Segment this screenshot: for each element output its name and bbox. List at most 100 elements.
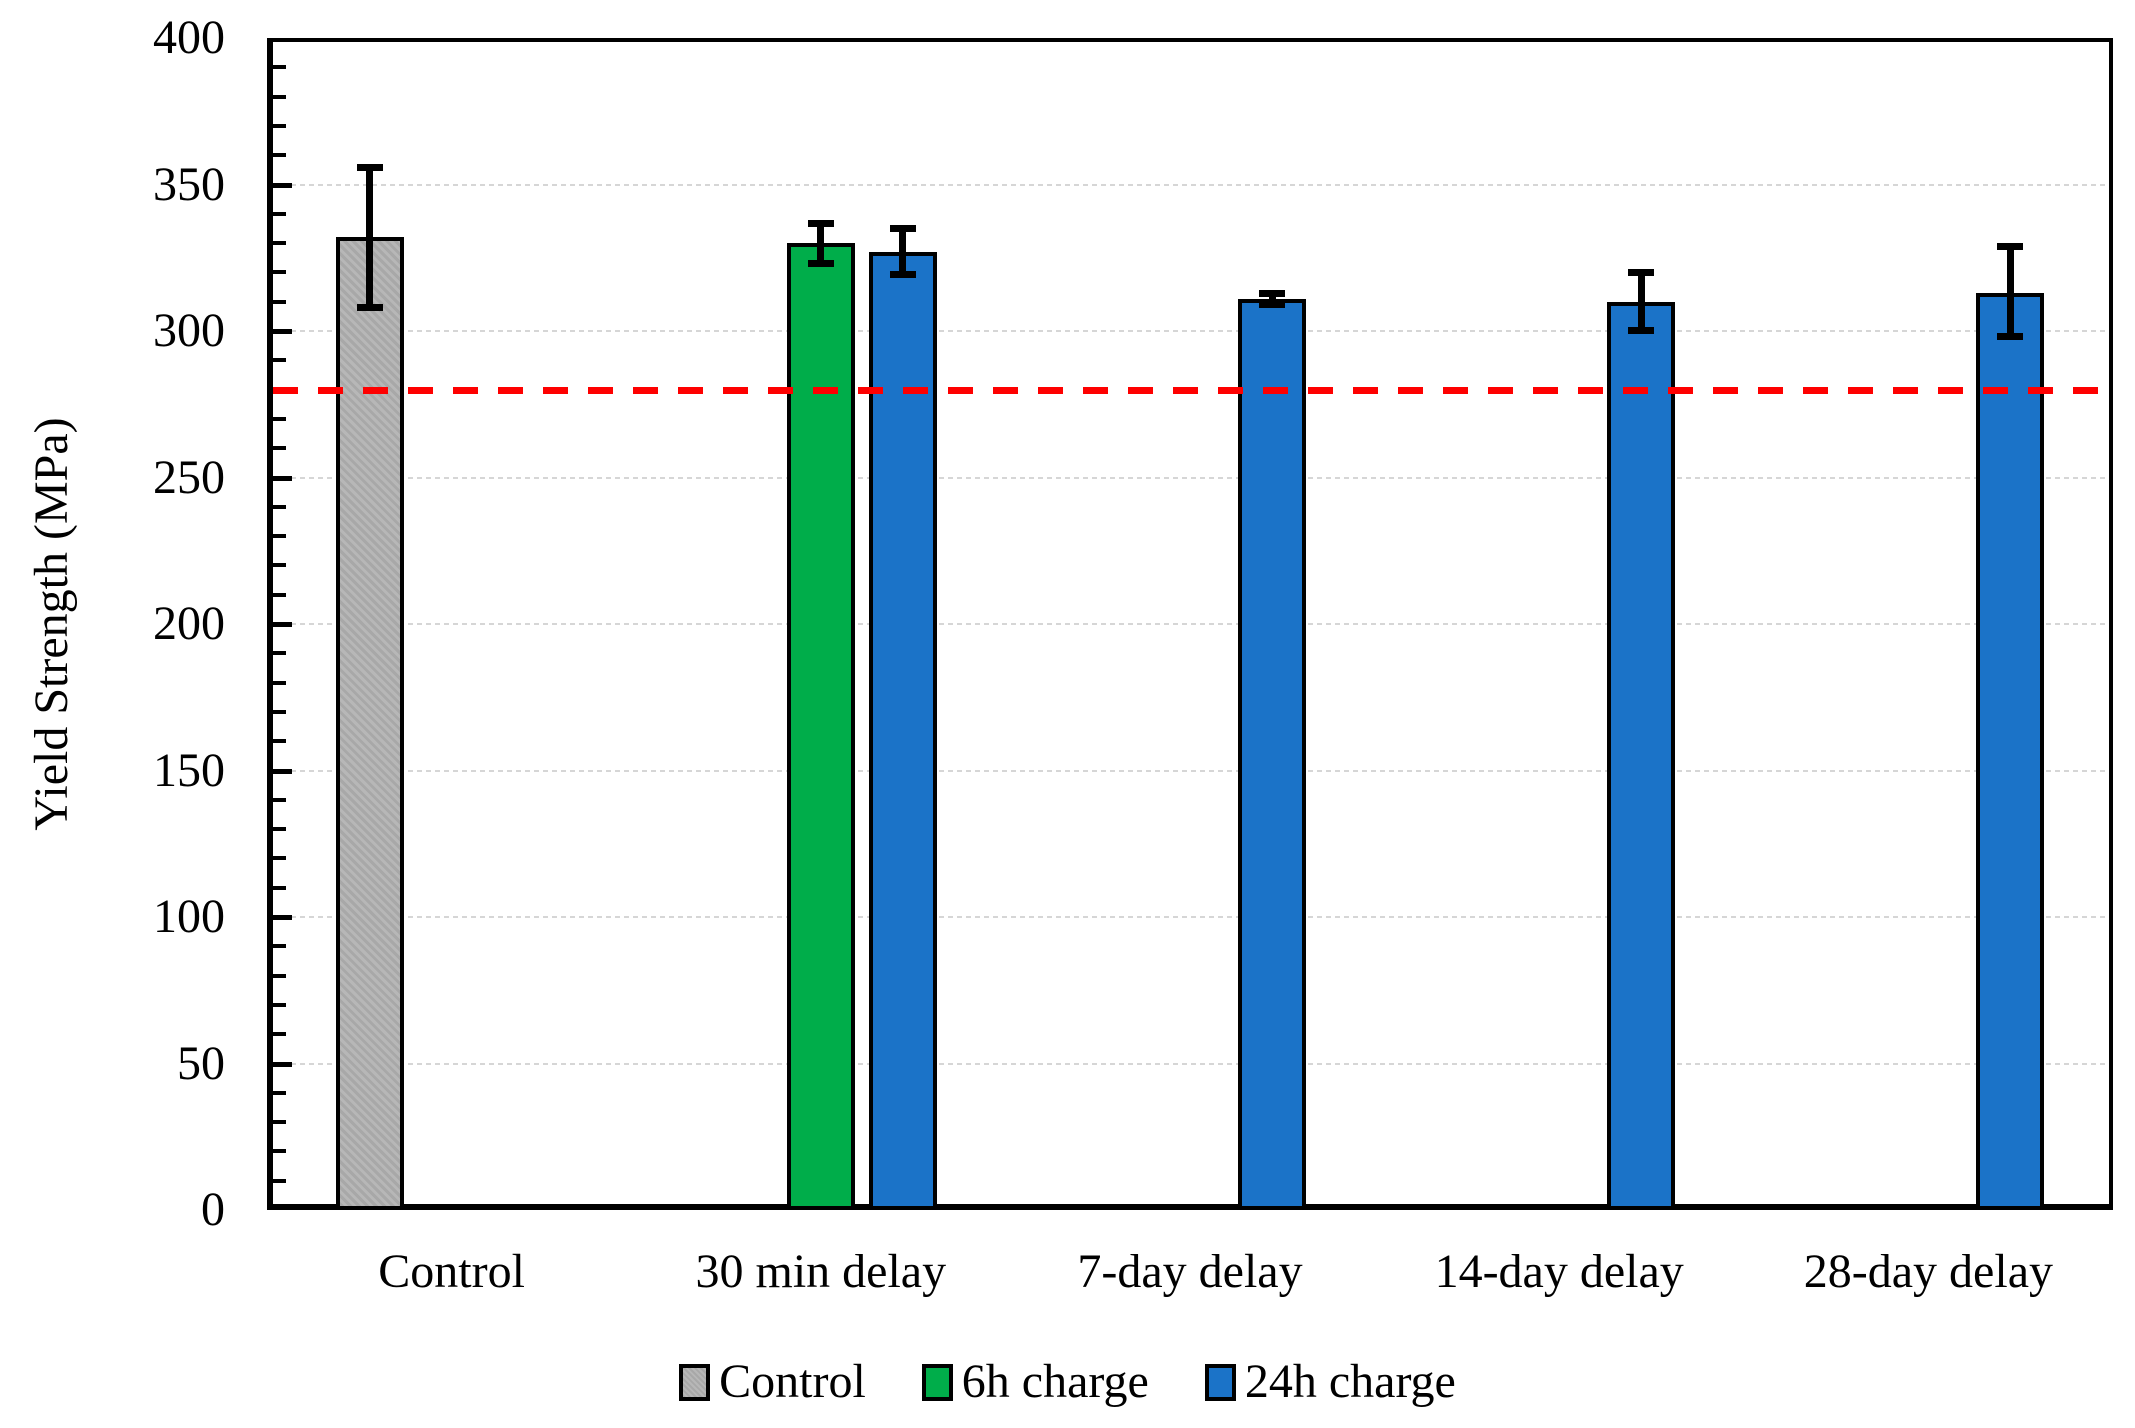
y-minor-tick-230 (273, 534, 286, 539)
gridline-250 (273, 476, 2109, 479)
y-minor-tick-310 (273, 299, 286, 304)
y-axis-line (267, 38, 273, 1210)
error-bar-cap-top-14-day-delay-24h-charge (1628, 269, 1655, 277)
y-tick-label-350: 350 (153, 157, 225, 211)
y-minor-tick-130 (273, 827, 286, 832)
error-bar-cap-bottom-30-min-delay-24h-charge (889, 271, 916, 279)
gridline-200 (273, 623, 2109, 625)
bar-24h-charge-7-day-delay (1238, 299, 1306, 1210)
y-minor-tick-190 (273, 651, 286, 656)
x-category-label-28-day-delay: 28-day delay (1803, 1245, 2053, 1298)
x-axis-line (267, 1204, 2113, 1210)
y-minor-tick-210 (273, 592, 286, 597)
error-bar-line-7-day-delay-24h-charge (1268, 292, 1276, 305)
y-tick-label-200: 200 (153, 597, 225, 650)
error-bar-line-30-min-delay-6h-charge (817, 222, 825, 264)
error-bar-cap-bottom-7-day-delay-24h-charge (1259, 300, 1285, 308)
error-bar-line-28-day-delay-24h-charge (2006, 246, 2014, 337)
y-tick-label-150: 150 (153, 743, 225, 797)
legend-label-24h-charge: 24h charge (1244, 1355, 1456, 1408)
x-category-label-30-min-delay: 30 min delay (695, 1245, 947, 1298)
gridline-100 (273, 916, 2109, 918)
y-minor-tick-140 (273, 797, 286, 802)
error-bar-cap-bottom-14-day-delay-24h-charge (1628, 327, 1655, 334)
bar-24h-charge-28-day-delay (1976, 293, 2045, 1210)
y-minor-tick-110 (273, 885, 286, 890)
gridline-150 (273, 769, 2109, 772)
error-bar-cap-top-control-control (356, 163, 383, 171)
reference-line (273, 386, 2109, 394)
plot-border-top (267, 38, 2113, 42)
y-minor-tick-260 (273, 446, 286, 451)
y-minor-tick-270 (273, 416, 286, 421)
error-bar-line-30-min-delay-24h-charge (899, 228, 907, 276)
gridline-300 (273, 330, 2109, 332)
x-category-label-7-day-delay: 7-day delay (1077, 1245, 1303, 1298)
y-minor-tick-340 (273, 211, 286, 216)
gridline-50 (273, 1062, 2109, 1065)
y-minor-tick-380 (273, 94, 286, 99)
legend-swatch-6h-charge (921, 1363, 953, 1401)
error-bar-cap-bottom-28-day-delay-24h-charge (1997, 332, 2024, 340)
y-minor-tick-330 (273, 241, 286, 246)
y-minor-tick-390 (273, 65, 286, 70)
y-minor-tick-240 (273, 504, 286, 509)
legend-swatch-24h-charge (1204, 1363, 1236, 1401)
error-bar-cap-bottom-control-control (356, 303, 383, 311)
y-minor-tick-180 (273, 680, 286, 685)
y-minor-tick-20 (273, 1149, 286, 1154)
y-minor-tick-290 (273, 358, 286, 363)
plot-area (267, 38, 2113, 1210)
legend: Control 6h charge 24h charge (0, 1350, 2135, 1414)
y-major-tick-350 (273, 182, 292, 188)
y-major-tick-200 (273, 622, 292, 627)
bar-control-control (335, 237, 404, 1210)
y-tick-label-50: 50 (177, 1036, 225, 1090)
error-bar-cap-bottom-30-min-delay-6h-charge (807, 259, 834, 267)
y-major-tick-300 (273, 329, 292, 334)
legend-item-control: Control (679, 1354, 866, 1410)
y-minor-tick-40 (273, 1090, 286, 1095)
error-bar-cap-top-7-day-delay-24h-charge (1259, 289, 1285, 297)
y-major-tick-100 (273, 915, 292, 920)
y-minor-tick-160 (273, 739, 286, 744)
error-bar-line-14-day-delay-24h-charge (1637, 272, 1645, 331)
bar-24h-charge-30-min-delay (868, 252, 937, 1210)
y-minor-tick-320 (273, 270, 286, 275)
y-major-tick-50 (273, 1061, 292, 1067)
y-minor-tick-30 (273, 1120, 286, 1125)
error-bar-line-control-control (366, 166, 374, 308)
legend-swatch-control (679, 1363, 711, 1401)
y-major-tick-250 (273, 475, 292, 481)
y-major-tick-150 (273, 768, 292, 774)
error-bar-cap-top-30-min-delay-24h-charge (889, 225, 916, 233)
y-tick-label-0: 0 (201, 1183, 225, 1236)
legend-item-6h-charge: 6h charge (921, 1354, 1149, 1410)
y-tick-label-300: 300 (153, 304, 225, 357)
legend-label-6h-charge: 6h charge (961, 1355, 1149, 1408)
y-minor-tick-10 (273, 1178, 286, 1183)
y-minor-tick-60 (273, 1032, 286, 1037)
plot-border-right (2109, 38, 2113, 1210)
x-category-label-14-day-delay: 14-day delay (1434, 1245, 1684, 1298)
error-bar-cap-top-30-min-delay-6h-charge (807, 219, 834, 227)
x-category-label-control: Control (378, 1245, 525, 1298)
y-minor-tick-70 (273, 1002, 286, 1007)
y-minor-tick-90 (273, 944, 286, 949)
y-minor-tick-360 (273, 153, 286, 158)
y-tick-label-250: 250 (153, 450, 225, 504)
gridline-350 (273, 183, 2109, 186)
bar-24h-charge-14-day-delay (1607, 302, 1676, 1210)
y-minor-tick-220 (273, 563, 286, 568)
error-bar-cap-top-28-day-delay-24h-charge (1997, 243, 2024, 251)
legend-item-24h-charge: 24h charge (1204, 1354, 1456, 1410)
y-minor-tick-80 (273, 973, 286, 978)
y-minor-tick-120 (273, 856, 286, 861)
y-tick-label-100: 100 (153, 890, 225, 943)
y-tick-label-400: 400 (153, 11, 225, 64)
y-minor-tick-170 (273, 709, 286, 714)
legend-label-control: Control (719, 1355, 866, 1408)
y-minor-tick-370 (273, 123, 286, 128)
bar-6h-charge-30-min-delay (786, 243, 855, 1210)
